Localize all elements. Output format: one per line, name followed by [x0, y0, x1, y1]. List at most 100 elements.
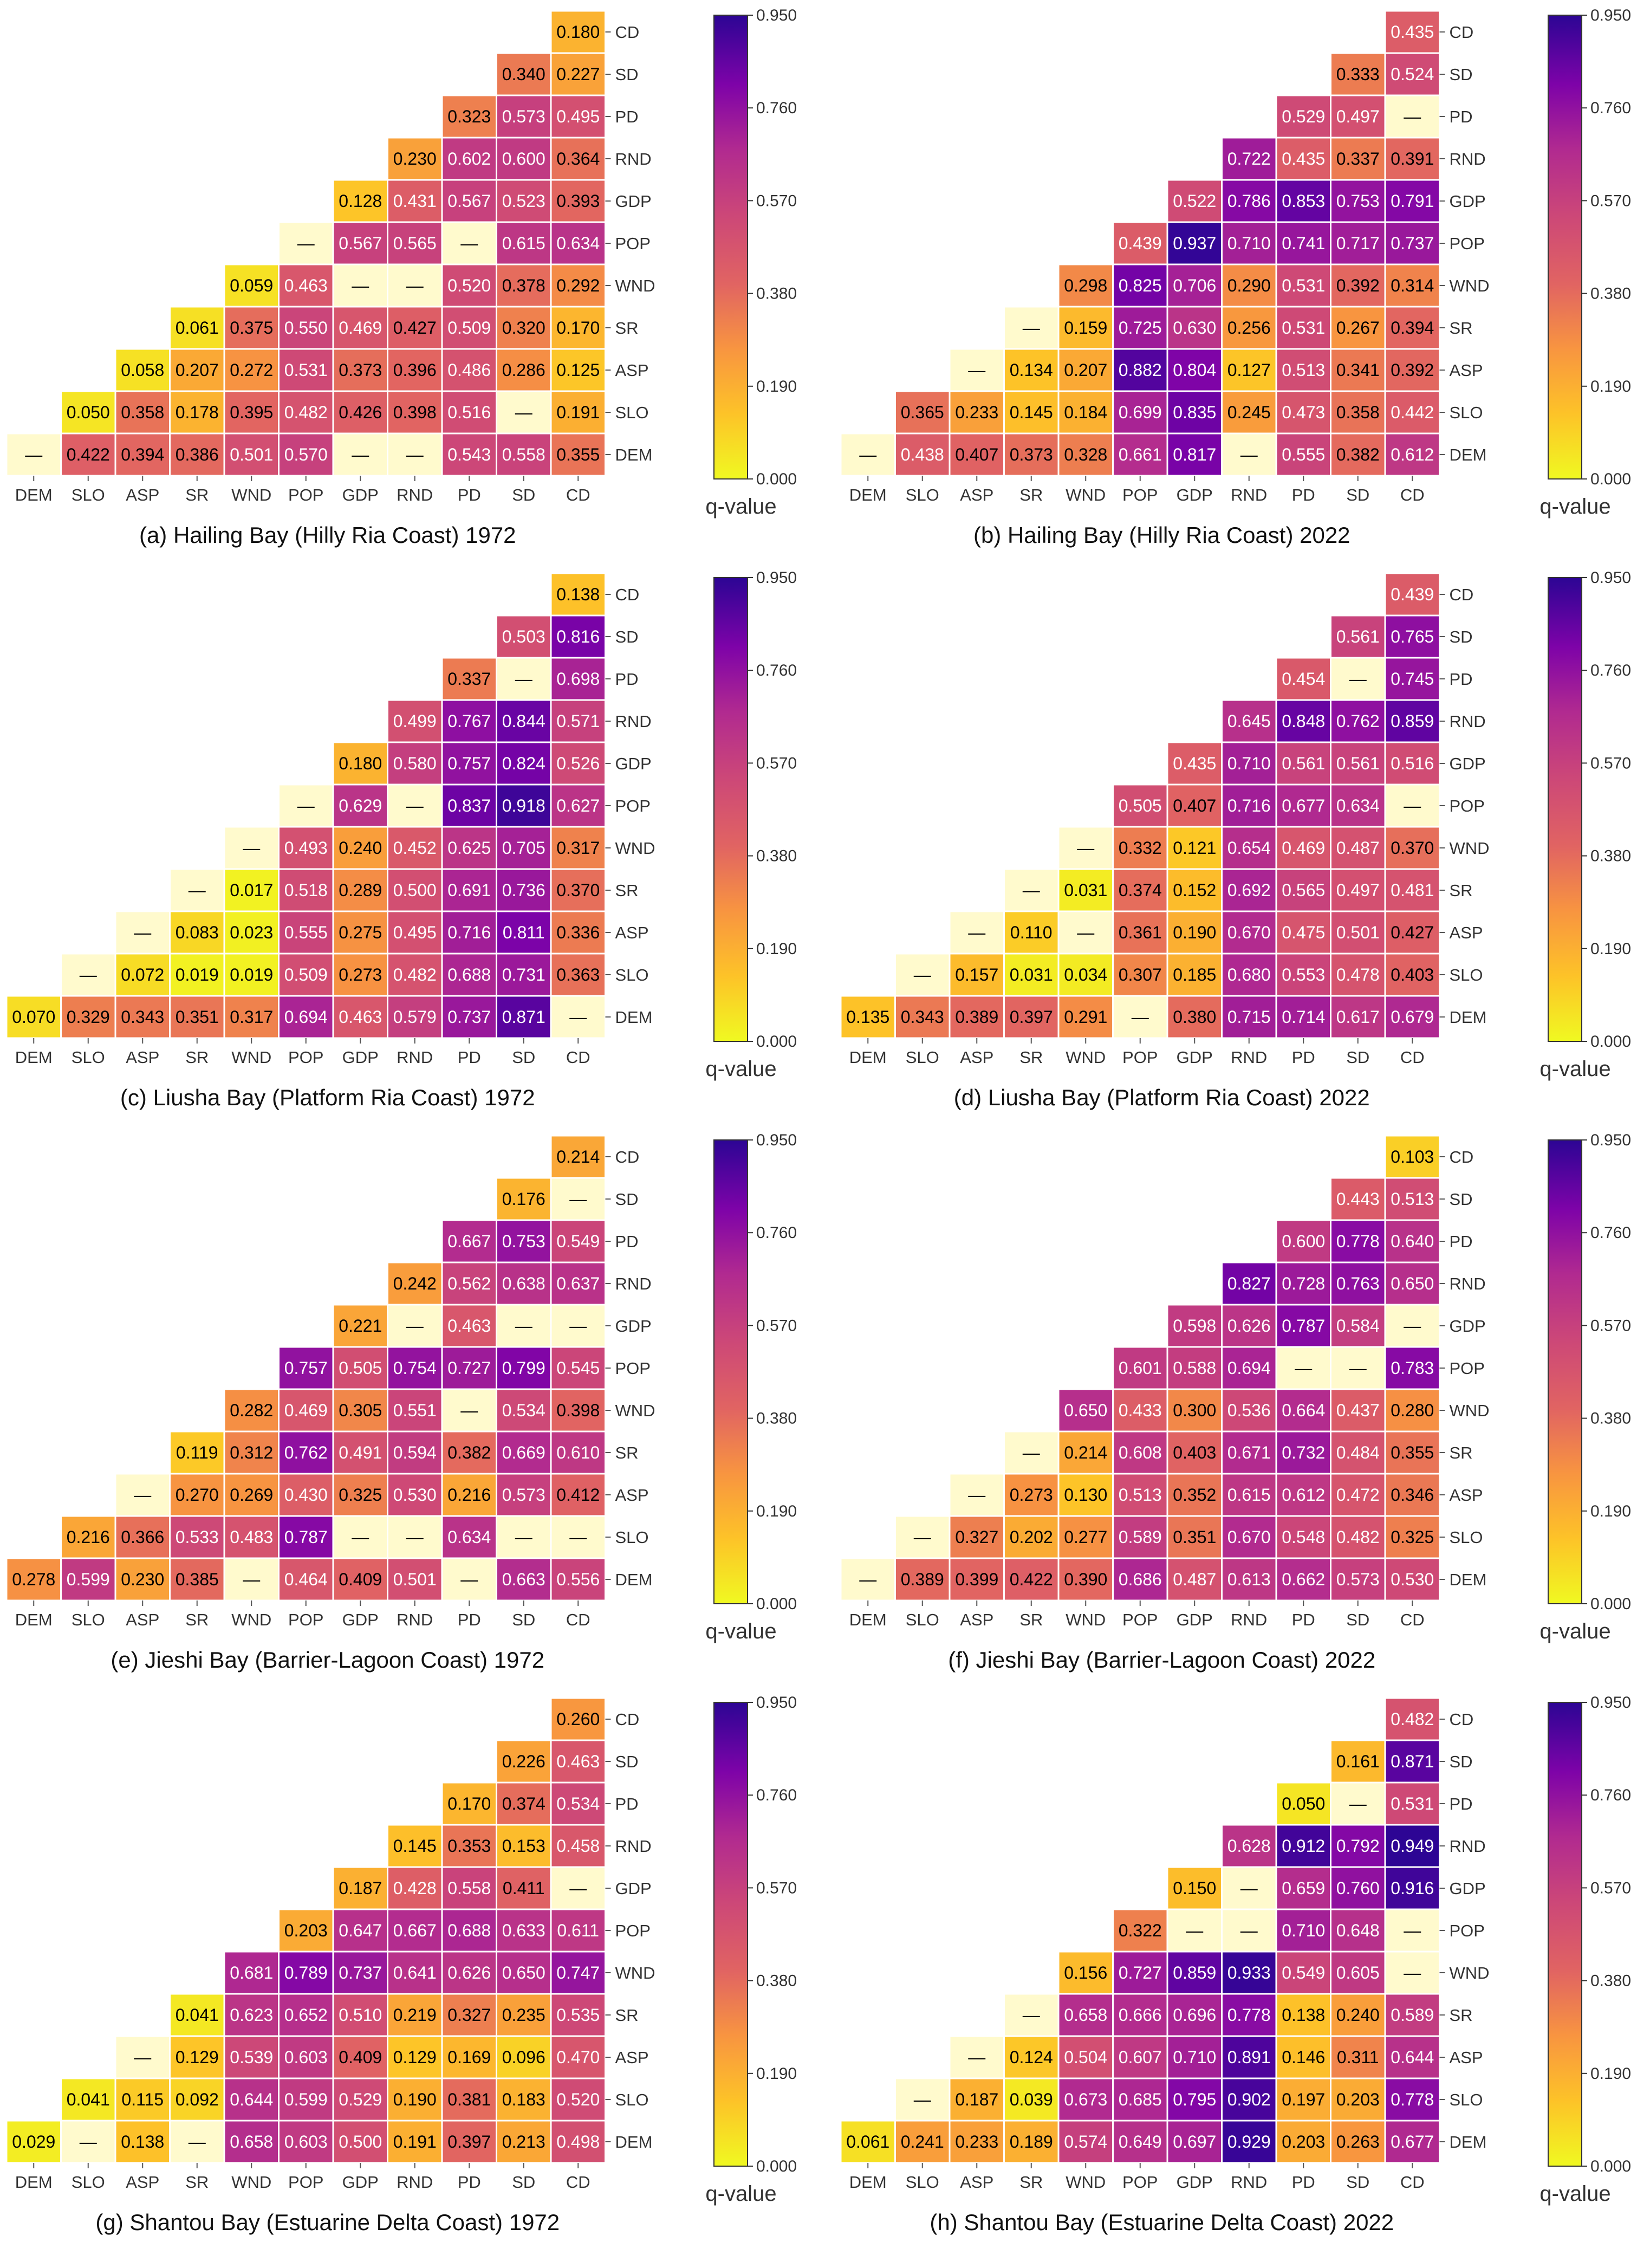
cell-value-label: 0.394 [1391, 318, 1434, 338]
y-tick-label: PD [615, 670, 639, 689]
panel-title: (e) Jieshi Bay (Barrier-Lagoon Coast) 19… [111, 1647, 544, 1673]
heatmap-cell [1384, 348, 1440, 392]
cell-value-label: — [859, 1570, 876, 1589]
heatmap-cell [550, 826, 606, 870]
heatmap-cell [387, 348, 443, 392]
heatmap-cell [894, 390, 951, 435]
y-tick-label: SLO [1450, 403, 1483, 422]
cell-value-label: 0.670 [1227, 923, 1271, 942]
cell-value-label: 0.501 [393, 1570, 437, 1589]
colorbar-tick-label: 0.950 [756, 569, 797, 587]
heatmap-cell [550, 868, 606, 912]
cell-value-label: — [968, 1485, 985, 1505]
cell-value-label: — [1240, 1878, 1258, 1898]
panel-title: (a) Hailing Bay (Hilly Ria Coast) 1972 [139, 522, 516, 548]
heatmap-cell [441, 1473, 497, 1517]
cell-value-label: 0.530 [1391, 1570, 1434, 1589]
heatmap-cell [1057, 1430, 1114, 1475]
cell-value-label: — [1349, 669, 1367, 689]
cell-value-label: — [968, 360, 985, 380]
heatmap-cell [1112, 2035, 1168, 2079]
heatmap-cell [496, 699, 552, 743]
cell-value-label: 0.523 [502, 191, 545, 211]
cell-value-label: 0.207 [1064, 360, 1107, 380]
heatmap-cell [550, 1388, 606, 1433]
cell-value-label: — [189, 880, 206, 900]
heatmap-panel-a: 0.180 0.340 0.227 0.323 0.573 0.495 0.230 0.602… [5, 7, 797, 548]
x-tick-label: WND [231, 1048, 271, 1067]
cell-value-label: 0.634 [556, 234, 600, 253]
heatmap-cell [1003, 2077, 1060, 2122]
cell-value-label: — [968, 2047, 985, 2067]
cell-value-label: 0.352 [1173, 1485, 1216, 1505]
y-tick-label: GDP [1450, 754, 1486, 773]
y-tick-label: GDP [1450, 1879, 1486, 1898]
y-tick-label: GDP [615, 754, 652, 773]
cell-value-label: — [352, 445, 369, 464]
heatmap-cell [278, 263, 334, 308]
cell-value-label: 0.727 [1119, 1963, 1162, 1982]
cell-value-label: 0.017 [230, 880, 273, 900]
cell-value-label: — [569, 1007, 587, 1027]
cell-value-label: — [297, 796, 315, 815]
heatmap-cell [496, 390, 552, 435]
cell-value-label: 0.366 [121, 1527, 164, 1547]
cell-value-label: 0.050 [67, 403, 110, 422]
cell-value-label: 0.737 [1391, 234, 1434, 253]
cell-value-label: 0.571 [556, 711, 600, 731]
cell-value-label: 0.686 [1119, 1570, 1162, 1589]
heatmap-cell [387, 1866, 443, 1910]
x-tick-label: RND [397, 1048, 433, 1067]
cell-value-label: 0.589 [1119, 1527, 1162, 1547]
heatmap-cell [1384, 1824, 1440, 1868]
heatmap-cell [114, 390, 171, 435]
cell-value-label: 0.584 [1336, 1316, 1380, 1336]
cell-value-label: 0.499 [393, 711, 437, 731]
cell-value-label: 0.125 [556, 360, 600, 380]
x-tick-label: CD [1400, 1610, 1425, 1629]
heatmap-cell [840, 995, 896, 1039]
heatmap-cell [441, 137, 497, 181]
y-tick-label: SR [615, 1443, 639, 1462]
x-tick-label: DEM [849, 1048, 887, 1067]
cell-value-label: 0.458 [556, 1836, 600, 1856]
heatmap-cell [1221, 306, 1277, 350]
heatmap-cell [1221, 1951, 1277, 1995]
cell-value-label: 0.291 [1064, 1007, 1107, 1027]
cell-value-label: 0.275 [339, 923, 382, 942]
heatmap-cell [550, 2120, 606, 2164]
cell-value-label: — [1295, 1358, 1312, 1378]
heatmap-cell [60, 952, 116, 997]
cell-value-label: 0.382 [1336, 445, 1380, 464]
cell-value-label: 0.156 [1064, 1963, 1107, 1982]
heatmap-cell [387, 868, 443, 912]
heatmap-cell [949, 432, 1005, 477]
cell-value-label: 0.644 [1391, 2047, 1434, 2067]
y-tick-label: DEM [1450, 2133, 1487, 2152]
colorbar-tick-label: 0.190 [756, 2065, 797, 2083]
cell-value-label: 0.612 [1282, 1485, 1325, 1505]
cell-value-label: 0.135 [846, 1007, 889, 1027]
colorbar-tick-label: 0.380 [1590, 847, 1631, 865]
x-tick-label: WND [1066, 2173, 1106, 2192]
cell-value-label: 0.437 [1336, 1401, 1380, 1420]
cell-value-label: 0.351 [1173, 1527, 1216, 1547]
cell-value-label: 0.638 [502, 1274, 545, 1293]
cell-value-label: 0.503 [502, 627, 545, 646]
heatmap-cell [496, 1304, 552, 1348]
colorbar-tick-label: 0.570 [756, 754, 797, 772]
cell-value-label: 0.327 [447, 2005, 491, 2025]
cell-value-label: 0.129 [393, 2047, 437, 2067]
heatmap-cell [1221, 995, 1277, 1039]
cell-value-label: 0.031 [1064, 880, 1107, 900]
heatmap-cell [550, 1824, 606, 1868]
cell-value-label: 0.918 [502, 796, 545, 815]
cell-value-label: 0.454 [1282, 669, 1325, 689]
cell-value-label: 0.153 [502, 1836, 545, 1856]
colorbar-tick-label: 0.000 [756, 1595, 797, 1613]
colorbar-tick-label: 0.380 [1590, 1410, 1631, 1428]
cell-value-label: 0.469 [1282, 838, 1325, 858]
heatmap-cell [550, 1739, 606, 1784]
heatmap-cell [496, 995, 552, 1039]
